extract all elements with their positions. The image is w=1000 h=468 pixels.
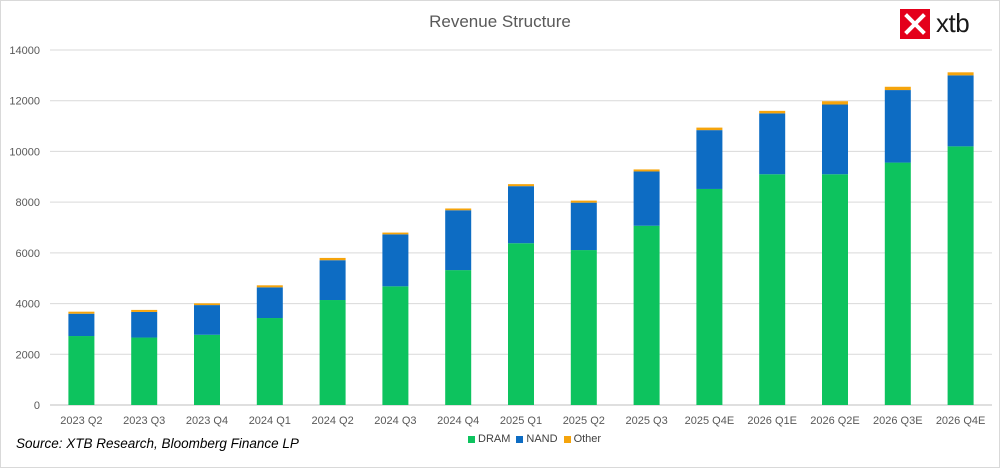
bar-segment-dram: [947, 146, 974, 405]
bar-segment-nand: [319, 260, 346, 301]
bar-segment-nand: [570, 202, 597, 251]
xtb-logo-mark-icon: [900, 8, 930, 39]
y-tick-label: 4000: [16, 299, 40, 311]
bar-segment-nand: [256, 287, 283, 319]
xtb-logo-text: xtb: [936, 8, 970, 38]
x-tick-label: 2024 Q4: [437, 415, 479, 427]
bar-segment-nand: [884, 90, 911, 163]
bar-segment-dram: [570, 250, 597, 405]
bar-segment-other: [570, 200, 597, 203]
legend-label-dram: DRAM: [478, 433, 511, 445]
bar-segment-dram: [319, 300, 346, 405]
legend-label-other: Other: [573, 433, 602, 445]
bar-segment-nand: [68, 313, 95, 337]
x-tick-label: 2024 Q2: [311, 415, 353, 427]
x-tick-label: 2024 Q1: [249, 415, 291, 427]
bar-segment-other: [508, 184, 534, 187]
bar-segment-other: [947, 72, 974, 76]
y-tick-label: 14000: [9, 45, 40, 57]
y-tick-label: 8000: [16, 197, 40, 209]
legend-item-dram: DRAM: [468, 433, 510, 445]
bar-segment-dram: [131, 337, 158, 405]
legend-swatch-other: [563, 435, 571, 443]
bar-segment-nand: [382, 234, 409, 287]
x-tick-label: 2026 Q1E: [747, 415, 797, 427]
x-tick-label: 2025 Q2: [563, 415, 605, 427]
bar-segment-other: [319, 257, 346, 261]
x-tick-label: 2023 Q4: [186, 415, 228, 427]
bar-segment-dram: [445, 270, 472, 405]
bar-segment-other: [445, 208, 472, 211]
bar-segment-nand: [445, 210, 472, 271]
y-tick-label: 10000: [9, 146, 40, 158]
x-tick-label: 2025 Q1: [500, 415, 542, 427]
bar-segment-other: [696, 127, 723, 131]
bar-segment-nand: [131, 311, 158, 338]
bar-segment-other: [822, 101, 848, 105]
x-tick-label: 2023 Q3: [123, 415, 165, 427]
bar-segment-dram: [194, 334, 220, 405]
bar-segment-other: [256, 285, 283, 288]
bar-segment-nand: [822, 104, 848, 175]
legend-swatch-nand: [516, 435, 524, 443]
bar-segment-dram: [884, 162, 911, 405]
x-tick-label: 2026 Q2E: [810, 415, 860, 427]
x-tick-label: 2023 Q2: [60, 415, 102, 427]
x-tick-label: 2024 Q3: [374, 415, 416, 427]
bar-segment-nand: [759, 113, 786, 175]
y-tick-label: 0: [34, 400, 40, 412]
bar-segment-other: [633, 169, 660, 172]
y-tick-label: 2000: [16, 349, 40, 361]
bar-segment-dram: [508, 243, 534, 405]
chart-legend: DRAM NAND Other: [468, 433, 607, 445]
bar-segment-other: [194, 303, 220, 306]
bar-segment-dram: [822, 174, 848, 405]
x-tick-label: 2025 Q4E: [685, 415, 735, 427]
bar-segment-nand: [947, 75, 974, 147]
bar-segment-other: [382, 232, 409, 235]
bar-segment-dram: [633, 225, 660, 405]
source-note: Source: XTB Research, Bloomberg Finance …: [16, 436, 299, 451]
legend-item-nand: NAND: [516, 433, 558, 445]
y-tick-label: 6000: [16, 248, 40, 260]
bar-segment-other: [884, 86, 911, 91]
x-tick-label: 2025 Q3: [625, 415, 667, 427]
bar-segment-nand: [508, 186, 534, 244]
xtb-logo: xtb: [900, 8, 970, 39]
bar-segment-dram: [68, 336, 95, 405]
x-tick-label: 2026 Q4E: [936, 415, 986, 427]
bar-segment-nand: [194, 305, 220, 335]
bar-segment-dram: [759, 174, 786, 405]
chart-title: Revenue Structure: [429, 12, 571, 31]
bar-segment-nand: [633, 171, 660, 226]
bar-segment-dram: [256, 318, 283, 405]
bar-segment-other: [131, 309, 158, 312]
legend-swatch-dram: [468, 435, 475, 443]
bar-segment-dram: [382, 286, 409, 405]
axis-layer: 0 2000 4000 6000 8000 10000 12000 14000 2023 Q2 2…: [9, 45, 985, 427]
bar-segment-other: [759, 110, 786, 114]
legend-item-other: Other: [563, 433, 602, 445]
bar-segment-dram: [696, 188, 723, 405]
bars-layer: [68, 72, 974, 405]
bar-segment-other: [68, 311, 95, 314]
x-tick-label: 2026 Q3E: [873, 415, 923, 427]
bar-segment-nand: [696, 130, 723, 189]
y-tick-label: 12000: [9, 96, 40, 108]
legend-label-nand: NAND: [526, 433, 558, 445]
